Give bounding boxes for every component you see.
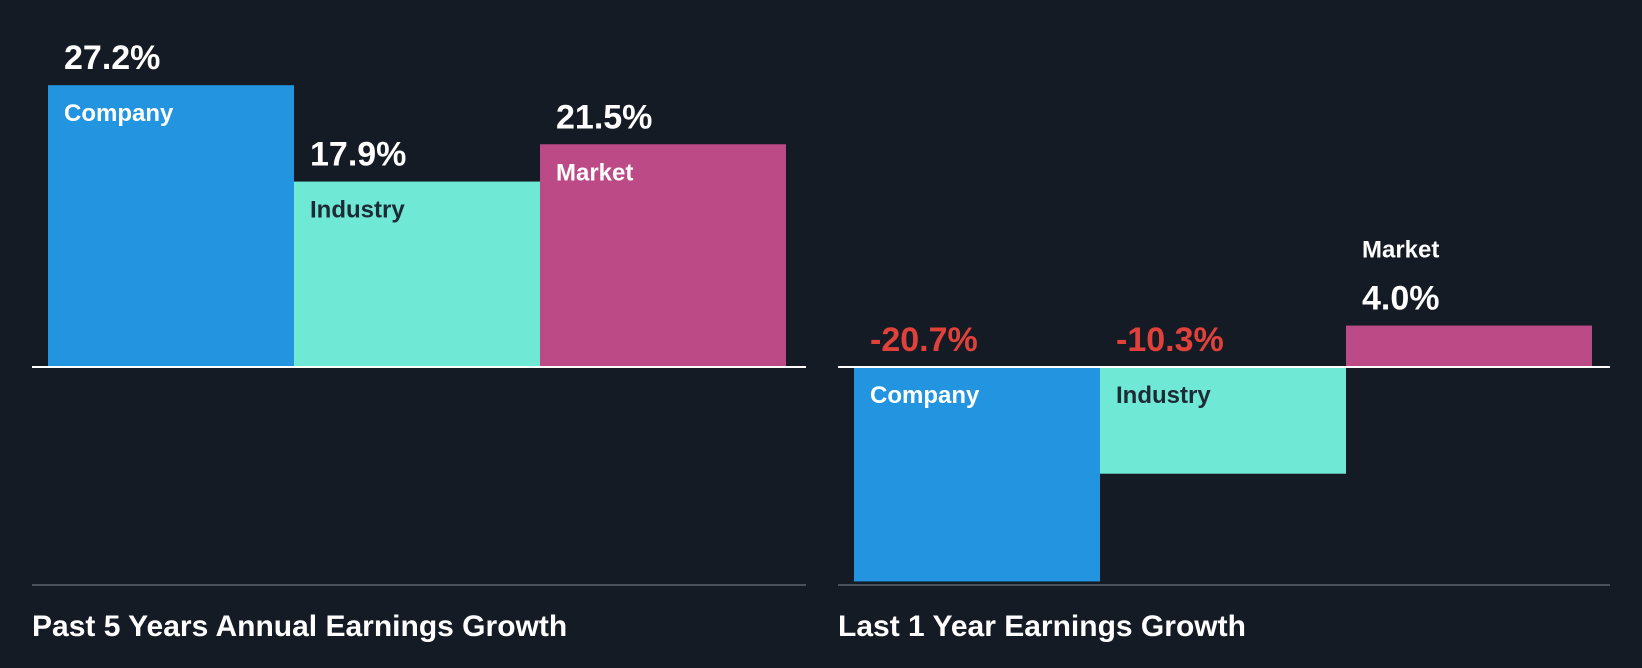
bar-industry: [294, 181, 540, 367]
value-label-market: 21.5%: [556, 98, 652, 136]
chart-title: Last 1 Year Earnings Growth: [838, 610, 1246, 643]
bar-company: [48, 85, 294, 367]
category-label-company: Company: [870, 382, 980, 409]
bar-industry: [1100, 367, 1346, 474]
value-label-market: 4.0%: [1362, 280, 1440, 318]
category-label-market: Market: [1362, 237, 1439, 264]
category-label-market: Market: [556, 159, 633, 186]
chart-panel-2: -20.7% Company -10.3% Industry Market 4.0% Las…: [838, 237, 1610, 643]
value-label-industry: -10.3%: [1116, 321, 1224, 359]
bar-market: [1346, 325, 1592, 367]
category-label-company: Company: [64, 100, 174, 127]
category-label-industry: Industry: [310, 197, 405, 224]
chart-title: Past 5 Years Annual Earnings Growth: [32, 610, 567, 643]
value-label-company: -20.7%: [870, 321, 978, 359]
bar-company: [854, 367, 1100, 582]
category-label-industry: Industry: [1116, 382, 1211, 409]
bar-market: [540, 144, 786, 367]
value-label-company: 27.2%: [64, 39, 160, 77]
chart-panel-1: 27.2% Company 17.9% Industry 21.5% Market Past…: [32, 39, 806, 643]
value-label-industry: 17.9%: [310, 136, 406, 174]
